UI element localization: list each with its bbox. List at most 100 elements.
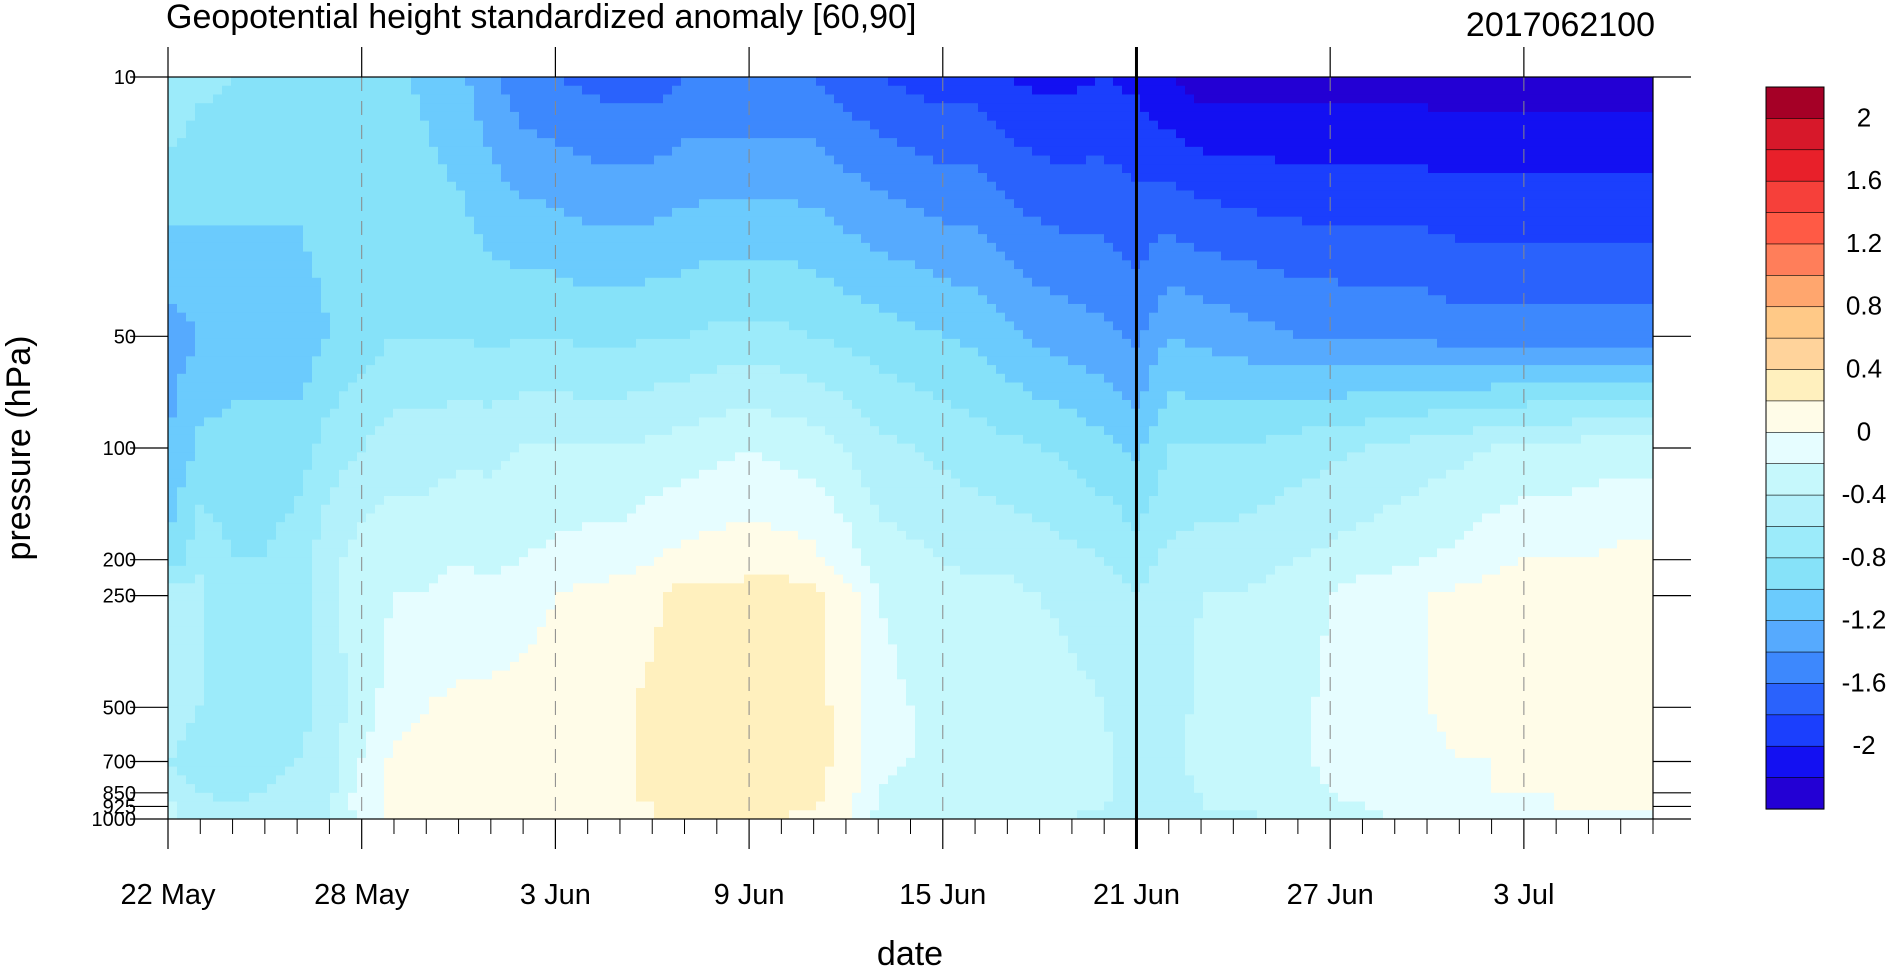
contour-cell [564, 234, 574, 244]
contour-cell [231, 792, 241, 803]
contour-cell [582, 618, 592, 628]
contour-cell [249, 810, 259, 819]
contour-cell [510, 181, 520, 192]
contour-cell [690, 487, 700, 497]
contour-cell [186, 251, 196, 261]
contour-cell [654, 618, 664, 628]
contour-cell [429, 408, 439, 419]
contour-cell [492, 757, 502, 768]
contour-cell [213, 530, 223, 541]
contour-cell [564, 382, 574, 392]
contour-cell [402, 338, 412, 349]
contour-cell [411, 557, 421, 567]
contour-cell [312, 443, 322, 453]
contour-cell [510, 260, 520, 270]
contour-cell [420, 810, 430, 819]
contour-cell [438, 382, 448, 392]
contour-cell [681, 653, 691, 663]
contour-cell [456, 103, 466, 113]
contour-cell [483, 269, 493, 279]
contour-cell [276, 269, 286, 279]
contour-cell [690, 155, 700, 165]
contour-cell [555, 417, 565, 427]
contour-cell [312, 810, 322, 819]
contour-cell [609, 181, 619, 192]
contour-cell [582, 417, 592, 427]
contour-cell [177, 373, 187, 384]
contour-cell [654, 164, 664, 174]
contour-cell [321, 452, 331, 462]
contour-cell [609, 810, 619, 819]
contour-cell [447, 653, 457, 663]
contour-cell [510, 452, 520, 462]
contour-cell [537, 461, 547, 471]
contour-cell [672, 609, 682, 619]
contour-cell [483, 277, 493, 288]
contour-cell [267, 330, 277, 340]
contour-cell [240, 173, 250, 183]
contour-cell [501, 792, 511, 803]
contour-cell [465, 644, 475, 654]
contour-cell [330, 574, 340, 584]
contour-cell [411, 635, 421, 646]
contour-cell [582, 810, 592, 819]
contour-cell [258, 705, 268, 715]
contour-cell [474, 801, 484, 811]
contour-cell [438, 417, 448, 427]
contour-cell [600, 626, 610, 637]
contour-cell [213, 609, 223, 619]
contour-cell [510, 722, 520, 733]
contour-cell [258, 609, 268, 619]
contour-cell [465, 269, 475, 279]
contour-cell [384, 173, 394, 183]
contour-cell [357, 330, 367, 340]
contour-cell [231, 85, 241, 96]
contour-cell [384, 757, 394, 768]
contour-cell [249, 111, 259, 122]
contour-cell [465, 321, 475, 331]
contour-cell [483, 731, 493, 742]
contour-cell [582, 251, 592, 261]
contour-cell [204, 557, 214, 567]
contour-cell [690, 513, 700, 523]
contour-cell [573, 129, 583, 139]
contour-cell [600, 190, 610, 200]
contour-cell [339, 103, 349, 113]
contour-cell [276, 356, 286, 366]
chart-title: Geopotential height standardized anomaly… [166, 0, 916, 36]
contour-cell [384, 330, 394, 340]
contour-cell [645, 600, 655, 611]
contour-cell [348, 303, 358, 314]
contour-cell [429, 85, 439, 96]
contour-cell [600, 242, 610, 253]
contour-cell [438, 469, 448, 480]
contour-cell [276, 164, 286, 174]
contour-cell [285, 722, 295, 733]
contour-cell [537, 330, 547, 340]
contour-cell [690, 565, 700, 576]
contour-cell [474, 522, 484, 532]
contour-cell [519, 696, 529, 707]
contour-cell [465, 286, 475, 296]
contour-cell [510, 592, 520, 602]
contour-cell [627, 661, 637, 672]
contour-cell [465, 225, 475, 235]
contour-cell [348, 338, 358, 349]
contour-cell [528, 321, 538, 331]
contour-cell [591, 496, 601, 506]
contour-cell [564, 565, 574, 576]
contour-cell [465, 714, 475, 724]
contour-cell [402, 600, 412, 611]
contour-cell [285, 557, 295, 567]
contour-cell [348, 260, 358, 270]
contour-cell [438, 103, 448, 113]
contour-cell [195, 286, 205, 296]
contour-cell [375, 548, 385, 558]
contour-cell [312, 688, 322, 698]
contour-cell [537, 574, 547, 584]
contour-cell [330, 548, 340, 558]
contour-cell [204, 487, 214, 497]
contour-cell [627, 373, 637, 384]
contour-cell [636, 260, 646, 270]
contour-cell [312, 705, 322, 715]
